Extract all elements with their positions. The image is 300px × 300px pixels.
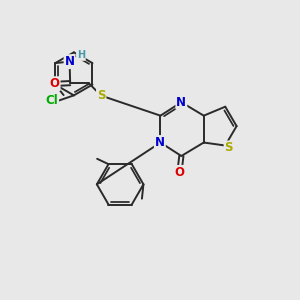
Text: S: S — [97, 89, 106, 102]
Text: O: O — [50, 77, 60, 90]
Text: Cl: Cl — [45, 94, 58, 107]
Text: N: N — [155, 136, 165, 149]
Text: N: N — [64, 55, 75, 68]
Text: N: N — [176, 96, 186, 109]
Text: H: H — [77, 50, 85, 60]
Text: S: S — [225, 141, 233, 154]
Text: O: O — [175, 166, 185, 179]
